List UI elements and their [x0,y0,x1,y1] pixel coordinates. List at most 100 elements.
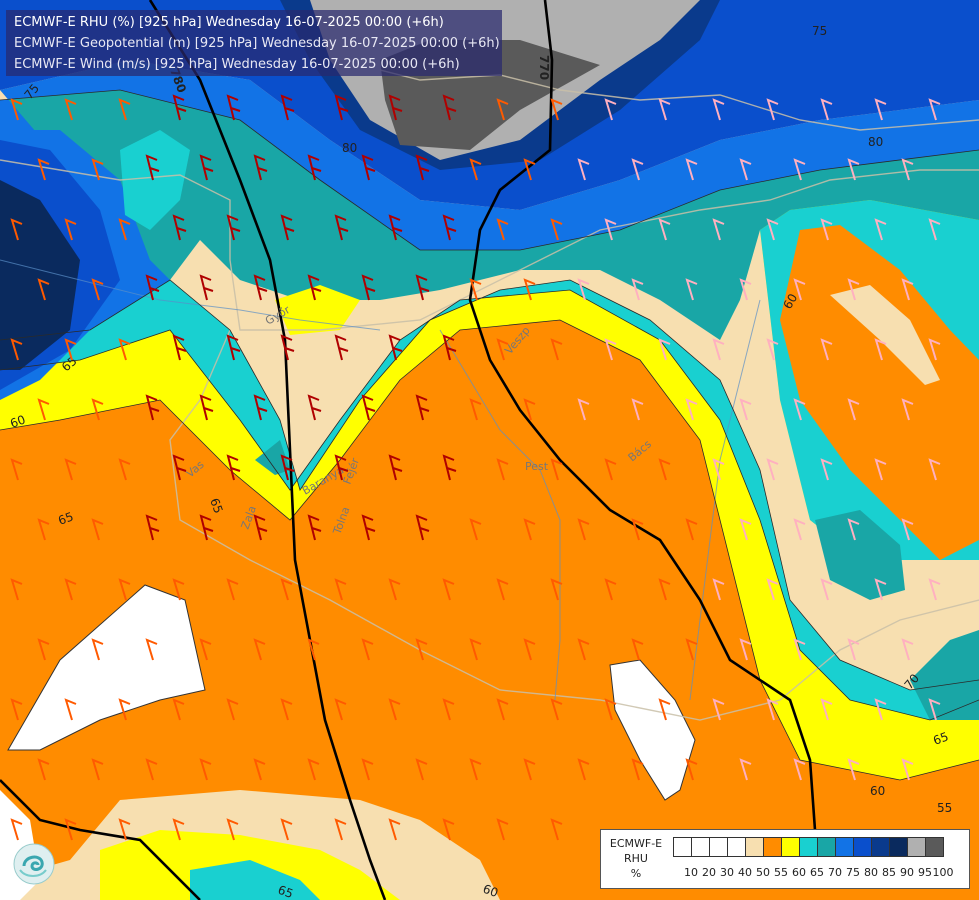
wind-barb [388,94,403,121]
wind-barb [874,218,887,241]
wind-barb [199,154,214,181]
wind-barb [820,698,833,721]
wind-barb [793,518,806,541]
wind-barb [469,518,482,541]
legend-swatch [871,837,890,857]
wind-barb [469,398,482,421]
wind-barb [496,458,509,481]
wind-barb [388,818,401,841]
legend-swatch [835,837,854,857]
wind-barb [415,394,430,421]
wind-barb [631,398,644,421]
wind-barb [334,698,347,721]
wind-barb [334,214,349,241]
rhu-band-70 [0,200,979,720]
wind-barb [577,758,590,781]
wind-barb [550,458,563,481]
contour-label: 60 [870,784,885,798]
wind-barb [253,638,266,661]
wind-barb [10,338,23,361]
wind-barb [604,458,617,481]
wind-barb [928,698,941,721]
wind-barb [91,158,104,181]
legend-ticks: 10 20 30 40 50 55 60 65 70 75 80 85 90 95 100 [673,866,973,880]
wind-barb [145,638,158,661]
wind-barb [604,698,617,721]
wind-barb [118,458,131,481]
legend-swatch [745,837,764,857]
legend-tick-label: 60 [792,866,806,879]
wind-barb [550,578,563,601]
wind-barb [442,818,455,841]
legend-tick-label: 90 [900,866,914,879]
wind-barb [820,458,833,481]
wind-barb [739,278,752,301]
wind-barb [523,638,536,661]
wind-barb [64,818,77,841]
legend-tick-label: 55 [774,866,788,879]
wind-barb [523,518,536,541]
wind-barb [199,274,214,301]
wind-barb [847,758,860,781]
wind-barb [361,514,376,541]
wind-barb [37,758,50,781]
rhu-band-90b [0,180,80,370]
wind-barb [361,638,374,661]
wind-barb [901,758,914,781]
wind-barb [793,638,806,661]
wind-barb [820,218,833,241]
contour-label: 55 [937,801,952,815]
contour-label: 65 [56,509,75,527]
wind-barb [820,338,833,361]
wind-barbs [10,94,941,841]
legend-swatch [907,837,926,857]
wind-barb [442,578,455,601]
wind-barb [766,338,779,361]
wind-barb [253,758,266,781]
wind-barb [739,158,752,181]
wind-barb [874,698,887,721]
wind-barb [10,698,23,721]
wind-barb [145,394,160,421]
wind-barb [172,214,187,241]
wind-barb [496,818,509,841]
legend-swatch [889,837,908,857]
contour-label: 65 [207,496,225,515]
contour-label: 60 [780,291,800,311]
wind-barb [712,338,725,361]
wind-barb [91,398,104,421]
legend-title-line: % [630,867,642,880]
legend-tick-label: 85 [882,866,896,879]
wind-barb [118,818,131,841]
legend-swatch [691,837,710,857]
wind-barb [307,514,322,541]
wind-barb [712,578,725,601]
wind-barb [172,818,185,841]
wind-barb [388,454,403,481]
wind-barb [928,458,941,481]
wind-barb [172,454,187,481]
wind-barb [901,638,914,661]
legend-title-line: RHU [624,852,648,865]
wind-barb [901,398,914,421]
wind-barb [253,514,268,541]
wind-barb [442,698,455,721]
legend-tick-label: 50 [756,866,770,879]
wind-barb [550,338,563,361]
wind-barb [631,758,644,781]
wind-barb [307,638,320,661]
wind-barb [118,698,131,721]
wind-barb [712,698,725,721]
wind-barb [658,458,671,481]
wind-barb [91,638,104,661]
wind-barb [658,698,671,721]
wind-barb [199,394,214,421]
wind-barb [37,398,50,421]
wind-barb [550,98,563,121]
wind-barb [496,218,509,241]
map-title-box: ECMWF-E RHU (%) [925 hPa] Wednesday 16-0… [6,10,502,76]
color-legend: ECMWF-E RHU % 10 20 30 40 50 55 60 65 70 75 80 85 90… [600,829,970,889]
wind-barb [739,638,752,661]
wind-barb [658,98,671,121]
wind-barb [631,638,644,661]
